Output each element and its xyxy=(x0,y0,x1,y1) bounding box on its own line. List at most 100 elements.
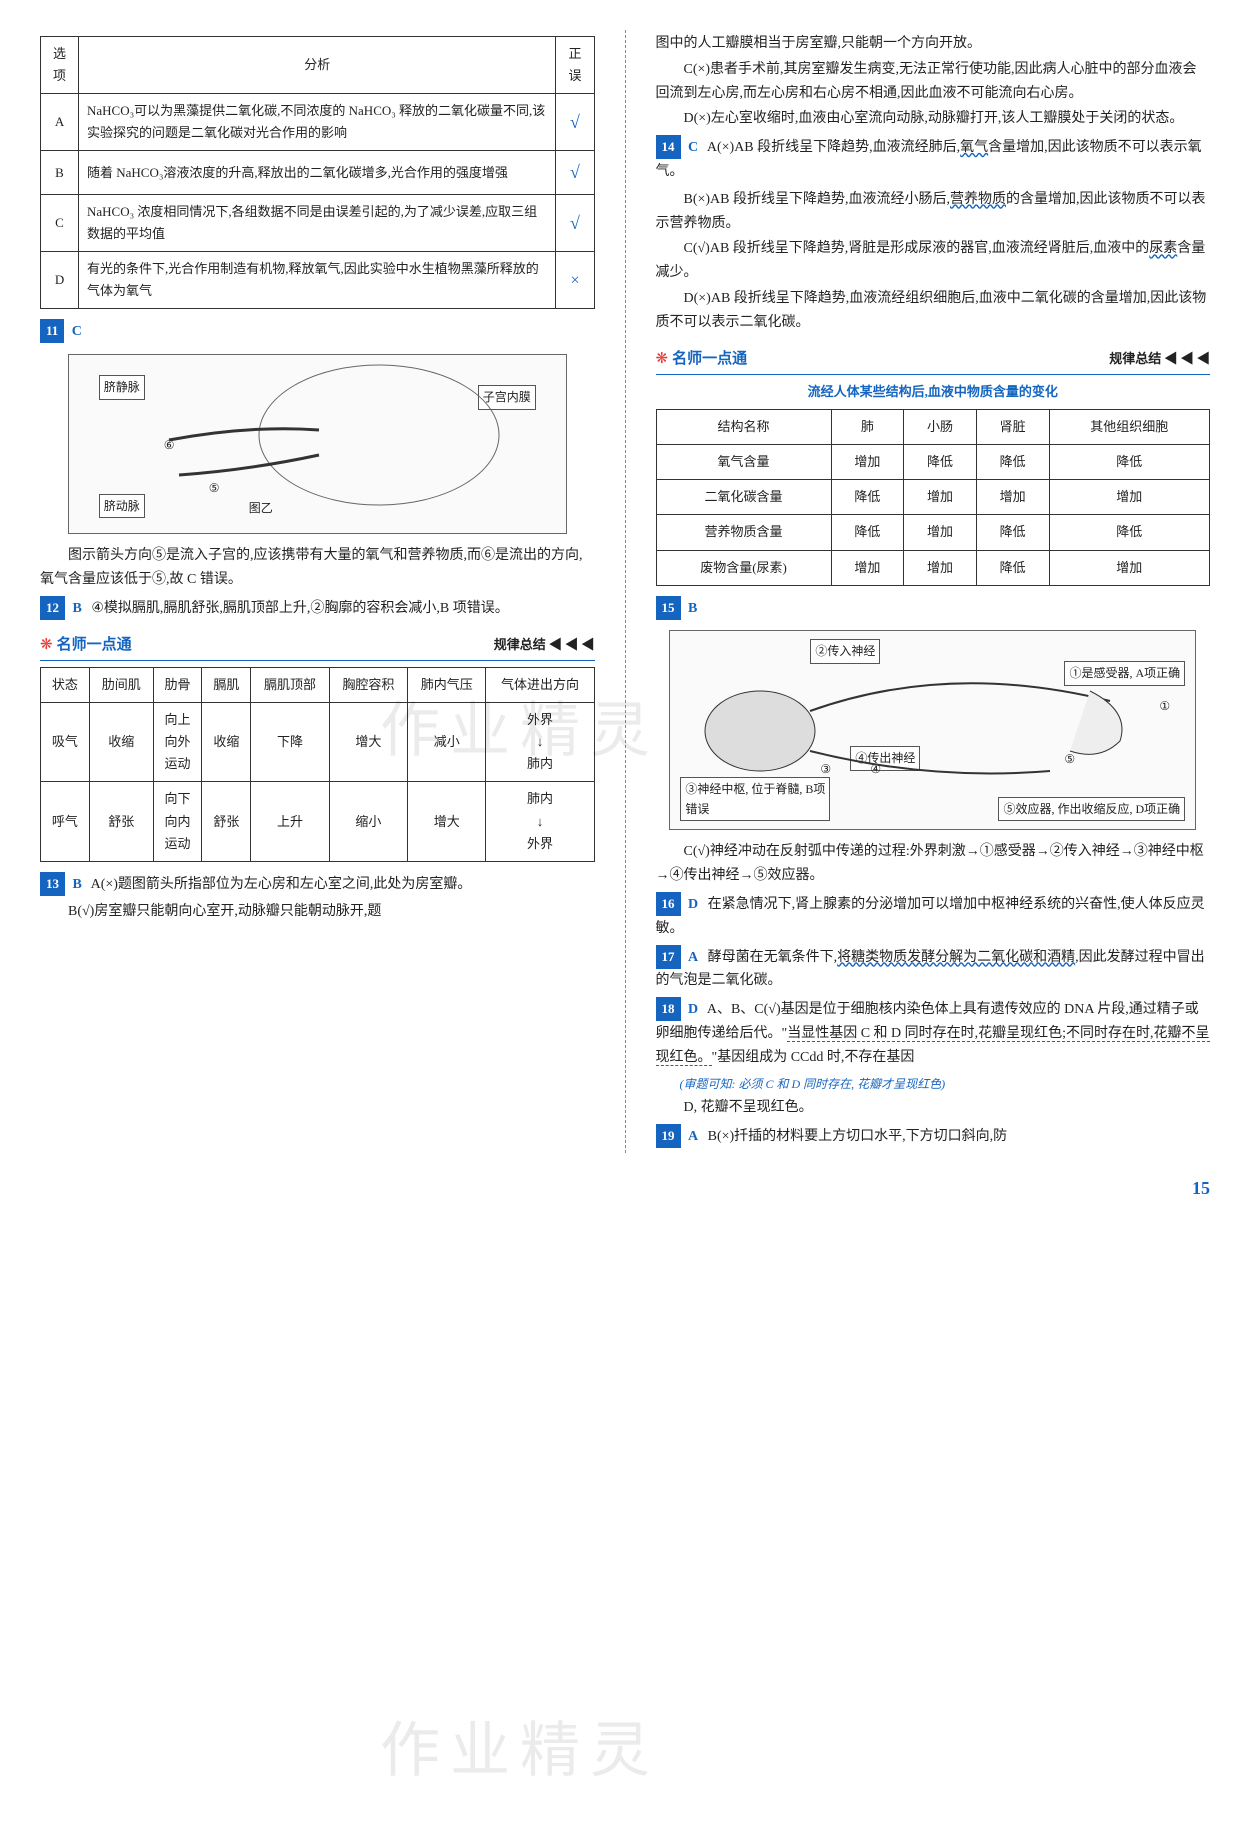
table-row: 营养物质含量 降低 增加 降低 降低 xyxy=(656,515,1210,550)
cell: 降低 xyxy=(976,550,1049,585)
tip-right: 规律总结 ◀ ◀ ◀ xyxy=(494,634,595,656)
question-number: 12 xyxy=(40,596,65,620)
cell: 降低 xyxy=(1049,515,1210,550)
tip-header-2: ❋ 名师一点通 规律总结 ◀ ◀ ◀ xyxy=(656,347,1211,376)
analysis-table-1: 选项 分析 正误 A NaHCO₃可以为黑藻提供二氧化碳,不同浓度的 NaHCO… xyxy=(40,36,595,309)
q18-text-b: "基因组成为 CCdd 时,不存在基因 xyxy=(712,1050,915,1065)
t1-h-opt: 选项 xyxy=(41,37,79,94)
cell: 收缩 xyxy=(202,703,251,782)
q18-text-c: D, 花瓣不呈现红色。 xyxy=(656,1096,1211,1120)
breathing-table: 状态 肋间肌 肋骨 膈肌 膈肌顶部 胸腔容积 肺内气压 气体进出方向 吸气 收缩… xyxy=(40,667,595,862)
answer-letter: A xyxy=(688,1129,698,1144)
cell: NaHCO₃ 浓度相同情况下,各组数据不同是由误差引起的,为了减少误差,应取三组… xyxy=(79,194,556,251)
q13-a: A(×)题图箭头所指部位为左心房和左心室之间,此处为房室瓣。 xyxy=(91,877,472,892)
q17-text-a: 酵母菌在无氧条件下, xyxy=(708,950,838,965)
answer-letter: A xyxy=(688,950,698,965)
cell: 向上 向外 运动 xyxy=(153,703,202,782)
cell: 胸腔容积 xyxy=(329,668,407,703)
question-number: 11 xyxy=(40,319,64,343)
table-row: C NaHCO₃ 浓度相同情况下,各组数据不同是由误差引起的,为了减少误差,应取… xyxy=(41,194,595,251)
q19-line: 19 A B(×)扦插的材料要上方切口水平,下方切口斜向,防 xyxy=(656,1124,1211,1149)
cell: 肺 xyxy=(831,410,904,445)
cell: 增加 xyxy=(831,550,904,585)
cell: 增大 xyxy=(408,782,486,861)
right-column: 图中的人工瓣膜相当于房室瓣,只能朝一个方向开放。 C(×)患者手术前,其房室瓣发… xyxy=(656,30,1211,1153)
q15-explain: C(√)神经冲动在反射弧中传递的过程:外界刺激→①感受器→②传入神经→③神经中枢… xyxy=(656,840,1211,888)
q16-line: 16 D 在紧急情况下,肾上腺素的分泌增加可以增加中枢神经系统的兴奋性,使人体反… xyxy=(656,892,1211,941)
page-columns: 选项 分析 正误 A NaHCO₃可以为黑藻提供二氧化碳,不同浓度的 NaHCO… xyxy=(40,30,1210,1153)
answer-letter: D xyxy=(688,897,698,912)
cell: 膈肌顶部 xyxy=(251,668,329,703)
t1-h-mark: 正误 xyxy=(556,37,594,94)
q17-wavy: 将糖类物质发酵分解为二氧化碳和酒精 xyxy=(837,950,1075,965)
cell: 降低 xyxy=(976,445,1049,480)
q16-text: 在紧急情况下,肾上腺素的分泌增加可以增加中枢神经系统的兴奋性,使人体反应灵敏。 xyxy=(656,897,1205,936)
cell: 向下 向内 运动 xyxy=(153,782,202,861)
q15-line: 15 B xyxy=(656,596,1211,621)
cell: 肋骨 xyxy=(153,668,202,703)
left-column: 选项 分析 正误 A NaHCO₃可以为黑藻提供二氧化碳,不同浓度的 NaHCO… xyxy=(40,30,595,1153)
question-number: 16 xyxy=(656,892,681,916)
table-row: 呼气 舒张 向下 向内 运动 舒张 上升 缩小 增大 肺内 ↓ 外界 xyxy=(41,782,595,861)
answer-letter: B xyxy=(73,601,82,616)
cell: 增加 xyxy=(904,515,977,550)
cell: 呼气 xyxy=(41,782,90,861)
watermark-text: 作业精灵 xyxy=(380,1700,660,1802)
answer-letter: D xyxy=(688,1002,698,1017)
question-number: 13 xyxy=(40,872,65,896)
cell: A xyxy=(41,94,79,151)
q17-line: 17 A 酵母菌在无氧条件下,将糖类物质发酵分解为二氧化碳和酒精,因此发酵过程中… xyxy=(656,945,1211,994)
cross-icon: × xyxy=(556,252,594,309)
q14-c: C(√)AB 段折线呈下降趋势,肾脏是形成尿液的器官,血液流经肾脏后,血液中的尿… xyxy=(656,237,1211,285)
question-number: 14 xyxy=(656,135,681,159)
cell: 增加 xyxy=(976,480,1049,515)
table-row: 吸气 收缩 向上 向外 运动 收缩 下降 增大 减小 外界 ↓ 肺内 xyxy=(41,703,595,782)
cell: D xyxy=(41,252,79,309)
tip-title: 名师一点通 xyxy=(57,633,132,659)
tip-icon: ❋ xyxy=(40,633,53,659)
cell: 小肠 xyxy=(904,410,977,445)
table-row: 二氧化碳含量 降低 增加 增加 增加 xyxy=(656,480,1210,515)
tip-title: 名师一点通 xyxy=(672,347,747,373)
uterus-diagram: 脐静脉 子宫内膜 脐动脉 ⑥ ⑤ 图乙 xyxy=(68,354,567,534)
cell: 增加 xyxy=(1049,480,1210,515)
cell: 上升 xyxy=(251,782,329,861)
cell: 降低 xyxy=(904,445,977,480)
tip-subtitle: 流经人体某些结构后,血液中物质含量的变化 xyxy=(656,381,1211,403)
q14-a: A(×)AB 段折线呈下降趋势,血液流经肺后,氧气含量增加,因此该物质不可以表示… xyxy=(656,140,1202,179)
q14-d: D(×)AB 段折线呈下降趋势,血液流经组织细胞后,血液中二氧化碳的含量增加,因… xyxy=(656,287,1211,335)
cell: 舒张 xyxy=(89,782,153,861)
cell: 有光的条件下,光合作用制造有机物,释放氧气,因此实验中水生植物黑藻所释放的气体为… xyxy=(79,252,556,309)
cell: 降低 xyxy=(831,480,904,515)
question-number: 15 xyxy=(656,596,681,620)
answer-letter: C xyxy=(688,140,698,155)
question-number: 17 xyxy=(656,945,681,969)
q12-line: 12 B ④模拟膈肌,膈肌舒张,膈肌顶部上升,②胸廓的容积会减小,B 项错误。 xyxy=(40,596,595,621)
answer-letter: B xyxy=(688,601,697,616)
question-number: 19 xyxy=(656,1124,681,1148)
q13-line: 13 B A(×)题图箭头所指部位为左心房和左心室之间,此处为房室瓣。 xyxy=(40,872,595,897)
q14-line: 14 C A(×)AB 段折线呈下降趋势,血液流经肺后,氧气含量增加,因此该物质… xyxy=(656,135,1211,184)
question-number: 18 xyxy=(656,997,681,1021)
q11-explain: 图示箭头方向⑤是流入子宫的,应该携带有大量的氧气和营养物质,而⑥是流出的方向,氧… xyxy=(40,544,595,592)
cell: 外界 ↓ 肺内 xyxy=(486,703,594,782)
cell: 状态 xyxy=(41,668,90,703)
pre-line: 图中的人工瓣膜相当于房室瓣,只能朝一个方向开放。 xyxy=(656,32,1211,56)
table-row: D 有光的条件下,光合作用制造有机物,释放氧气,因此实验中水生植物黑藻所释放的气… xyxy=(41,252,595,309)
pre-line: D(×)左心室收缩时,血液由心室流向动脉,动脉瓣打开,该人工瓣膜处于关闭的状态。 xyxy=(656,107,1211,131)
cell: 增加 xyxy=(831,445,904,480)
cell: 增加 xyxy=(1049,550,1210,585)
cell: 减小 xyxy=(408,703,486,782)
cell: 膈肌 xyxy=(202,668,251,703)
blood-change-table: 结构名称 肺 小肠 肾脏 其他组织细胞 氧气含量 增加 降低 降低 降低 二氧化… xyxy=(656,409,1211,585)
cell: 肺内气压 xyxy=(408,668,486,703)
q14-b: B(×)AB 段折线呈下降趋势,血液流经小肠后,营养物质的含量增加,因此该物质不… xyxy=(656,188,1211,236)
cell: 氧气含量 xyxy=(656,445,831,480)
page-number: 15 xyxy=(40,1173,1210,1204)
cell: 其他组织细胞 xyxy=(1049,410,1210,445)
cell: 随着 NaHCO₃溶液浓度的升高,释放出的二氧化碳增多,光合作用的强度增强 xyxy=(79,151,556,195)
tip-icon: ❋ xyxy=(656,347,669,373)
t1-h-analysis: 分析 xyxy=(79,37,556,94)
answer-letter: C xyxy=(72,324,82,339)
q18-line: 18 D A、B、C(√)基因是位于细胞核内染色体上具有遗传效应的 DNA 片段… xyxy=(656,997,1211,1069)
